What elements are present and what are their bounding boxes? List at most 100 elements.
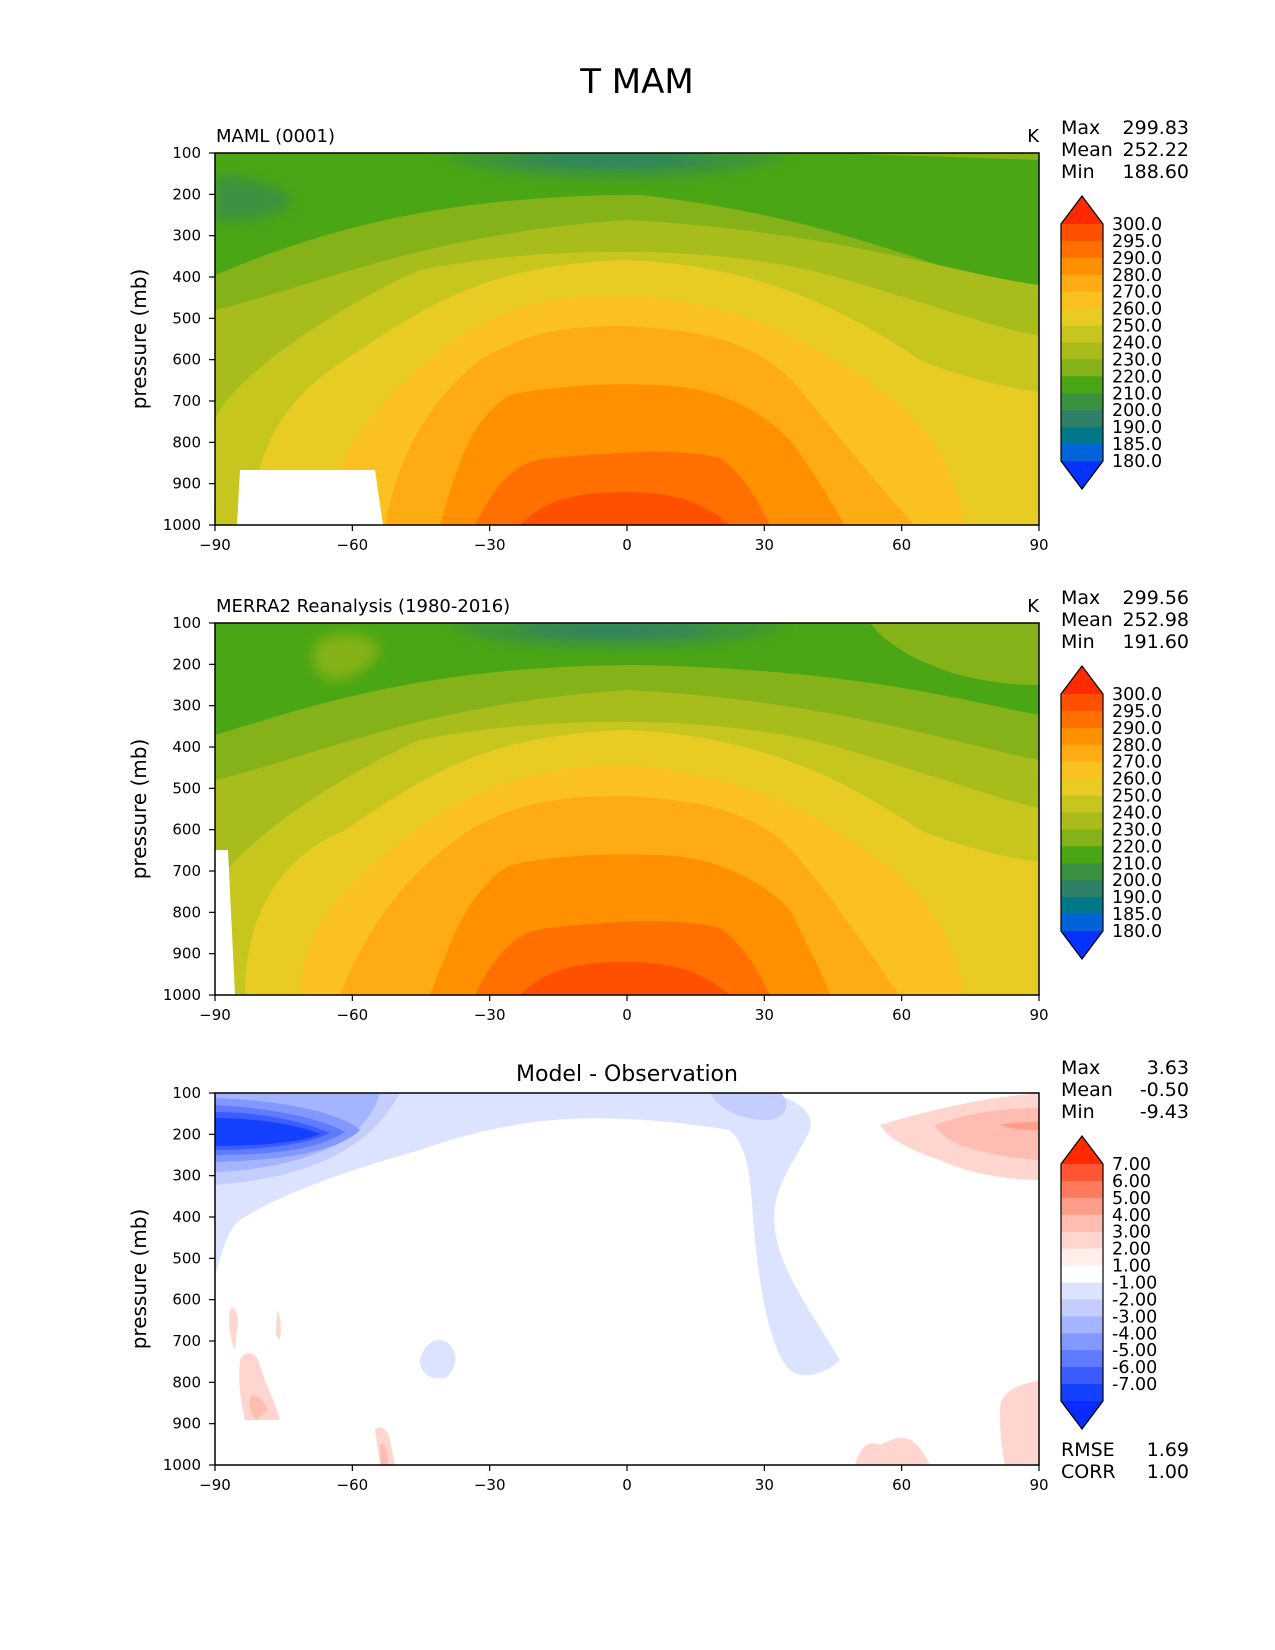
x-tick-label: −90 xyxy=(199,536,231,554)
colorbar-level-label: 270.0 xyxy=(1112,283,1162,303)
x-tick-label: −60 xyxy=(337,1006,369,1024)
colorbar-segment xyxy=(1061,325,1103,343)
diff-band-pos1-tropics xyxy=(375,1427,930,1465)
metric-value: 1.69 xyxy=(1147,1439,1189,1461)
colorbar-segment xyxy=(1061,376,1103,394)
colorbar-level-label: 290.0 xyxy=(1112,249,1162,269)
stat-value: 252.98 xyxy=(1123,609,1189,631)
colorbar-segment xyxy=(1061,1180,1103,1199)
colorbar-level-label: -7.00 xyxy=(1112,1375,1157,1395)
colorbar-top-extension xyxy=(1061,196,1103,224)
colorbar-level-label: 295.0 xyxy=(1112,702,1162,722)
obs-ylabel: pressure (mb) xyxy=(127,739,151,880)
diff-stats: Max 3.63 Mean -0.50 Min -9.43 xyxy=(1061,1057,1189,1123)
y-tick-label: 400 xyxy=(172,1208,201,1226)
colorbar-level-label: 210.0 xyxy=(1112,854,1162,874)
y-tick-label: 200 xyxy=(172,655,201,673)
colorbar-segment xyxy=(1061,795,1103,813)
colorbar-segment xyxy=(1061,914,1103,932)
stat-name: Max xyxy=(1061,587,1100,609)
x-tick-label: 60 xyxy=(892,536,911,554)
colorbar-segment xyxy=(1061,1164,1103,1182)
model-band-200 xyxy=(500,153,720,166)
stat-value: 188.60 xyxy=(1123,161,1189,183)
colorbar-level-label: 300.0 xyxy=(1112,215,1162,235)
colorbar-top-extension xyxy=(1061,1136,1103,1164)
colorbar-segment xyxy=(1061,1333,1103,1351)
y-tick-label: 300 xyxy=(172,227,201,245)
y-tick-label: 900 xyxy=(172,1415,201,1433)
colorbar-level-label: 185.0 xyxy=(1112,435,1162,455)
colorbar-segment xyxy=(1061,274,1103,293)
colorbar-level-label: -1.00 xyxy=(1112,1274,1157,1294)
y-tick-label: 600 xyxy=(172,1291,201,1309)
colorbar-level-label: 220.0 xyxy=(1112,837,1162,857)
x-tick-label: 60 xyxy=(892,1006,911,1024)
colorbar-level-label: 1.00 xyxy=(1112,1257,1151,1277)
y-tick-label: 200 xyxy=(172,1125,201,1143)
colorbar-level-label: 7.00 xyxy=(1112,1155,1151,1175)
colorbar-segment xyxy=(1061,444,1103,462)
y-tick-label: 400 xyxy=(172,738,201,756)
diff-metrics: RMSE 1.69 CORR 1.00 xyxy=(1061,1439,1189,1483)
stat-value: 3.63 xyxy=(1147,1057,1189,1079)
colorbar-segment xyxy=(1061,393,1103,411)
x-tick-label: −60 xyxy=(337,1476,369,1494)
y-tick-label: 500 xyxy=(172,309,201,327)
y-tick-label: 800 xyxy=(172,433,201,451)
colorbar-segment xyxy=(1061,1282,1103,1300)
colorbar-segment xyxy=(1061,1248,1103,1267)
colorbar-segment xyxy=(1061,1316,1103,1334)
obs-colorbar: 300.0295.0290.0280.0270.0260.0250.0240.0… xyxy=(1060,665,1162,960)
colorbar-level-label: 185.0 xyxy=(1112,905,1162,925)
figure-title: T MAM xyxy=(579,62,694,102)
colorbar-level-label: 230.0 xyxy=(1112,350,1162,370)
model-band-220 xyxy=(215,153,1039,290)
colorbar-segment xyxy=(1061,1197,1103,1216)
colorbar-segment xyxy=(1061,897,1103,915)
colorbar-outline xyxy=(1060,195,1104,490)
model-band-295 xyxy=(520,492,730,525)
y-tick-label: 800 xyxy=(172,1373,201,1391)
diff-ylabel: pressure (mb) xyxy=(127,1209,151,1350)
model-band-210 xyxy=(215,153,790,222)
obs-unit-label: K xyxy=(1027,596,1040,617)
y-tick-label: 600 xyxy=(172,821,201,839)
colorbar-level-label: 290.0 xyxy=(1112,719,1162,739)
y-tick-label: 100 xyxy=(172,144,201,162)
x-tick-label: 90 xyxy=(1029,536,1048,554)
y-tick-label: 600 xyxy=(172,351,201,369)
colorbar-level-label: 240.0 xyxy=(1112,334,1162,354)
colorbar-level-label: -2.00 xyxy=(1112,1290,1157,1310)
colorbar-segment xyxy=(1061,710,1103,729)
obs-stats: Max 299.56 Mean 252.98 Min 191.60 xyxy=(1061,587,1189,653)
colorbar-level-label: 260.0 xyxy=(1112,300,1162,320)
metric-value: 1.00 xyxy=(1147,1461,1189,1483)
y-tick-label: 800 xyxy=(172,903,201,921)
stat-name: Mean xyxy=(1061,139,1113,161)
colorbar-bottom-extension xyxy=(1061,1401,1103,1429)
obs-band-295 xyxy=(520,962,730,995)
stat-name: Mean xyxy=(1061,609,1113,631)
metric-name: RMSE xyxy=(1061,1439,1115,1461)
obs-band-200 xyxy=(510,623,720,636)
y-tick-label: 500 xyxy=(172,1249,201,1267)
colorbar-segment xyxy=(1061,291,1103,310)
x-tick-label: 0 xyxy=(622,1476,632,1494)
colorbar-level-label: 250.0 xyxy=(1112,787,1162,807)
colorbar-segment xyxy=(1061,342,1103,360)
colorbar-level-label: 270.0 xyxy=(1112,753,1162,773)
colorbar-level-label: 250.0 xyxy=(1112,317,1162,337)
stat-value: 191.60 xyxy=(1123,631,1189,653)
model-contour-field xyxy=(215,153,1039,525)
diff-band-neg7 xyxy=(215,1118,320,1146)
x-tick-label: −30 xyxy=(474,1006,506,1024)
panel-difference: Model - Observation pressure (mb) −90 −60… xyxy=(127,1057,1189,1494)
diff-contour-field xyxy=(215,1093,1039,1465)
diff-band-pos2-tropics xyxy=(380,1444,388,1465)
model-ylabel: pressure (mb) xyxy=(127,269,151,410)
x-tick-label: 90 xyxy=(1029,1006,1048,1024)
x-tick-label: −30 xyxy=(474,536,506,554)
colorbar-level-label: 180.0 xyxy=(1112,452,1162,472)
colorbar-segment xyxy=(1061,846,1103,864)
